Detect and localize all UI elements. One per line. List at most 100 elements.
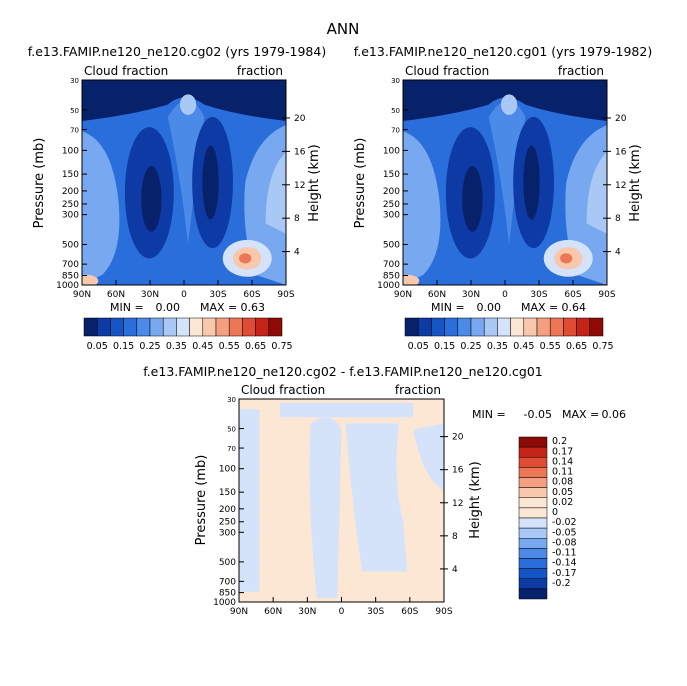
colorbar-swatch <box>96 317 111 337</box>
panel-1-max-value: 0.63 <box>241 301 266 314</box>
nh-low-cloud <box>82 274 99 285</box>
panel-3-left-header: Cloud fraction <box>241 383 325 397</box>
panel-2-ylabel: Pressure (mb) <box>353 138 368 229</box>
colorbar-label: -0.17 <box>552 568 577 579</box>
panel-3-max-label: MAX = <box>562 408 599 421</box>
colorbar-label: 0.15 <box>113 341 134 352</box>
panel-1-left-header: Cloud fraction <box>84 64 168 78</box>
colorbar-label: 0 <box>552 507 558 518</box>
panel-1-min-label: MIN = <box>110 301 144 314</box>
colorbar-label: 0.05 <box>408 341 429 352</box>
colorbar-swatch <box>497 317 511 337</box>
colorbar-label: 0.11 <box>552 467 573 478</box>
pressure-tick-label: 500 <box>383 240 400 250</box>
colorbar-swatch <box>457 317 472 337</box>
pressure-tick-label: 100 <box>219 465 236 475</box>
colorbar-swatch <box>228 317 243 337</box>
colorbar-swatch <box>176 317 190 337</box>
height-tick-label: 12 <box>452 499 463 509</box>
colorbar-swatch <box>536 317 551 337</box>
colorbar-label: -0.08 <box>552 537 577 548</box>
latitude-tick-label: 30N <box>298 607 316 617</box>
pressure-tick-label: 850 <box>62 271 79 281</box>
panel-3-y2label: Height (km) <box>468 461 483 538</box>
negative-region <box>239 409 260 592</box>
colorbar-label: 0.65 <box>566 341 587 352</box>
height-tick-label: 20 <box>615 114 627 124</box>
pressure-tick-label: 150 <box>62 170 79 180</box>
colorbar-swatch <box>483 317 498 337</box>
latitude-tick-label: 0 <box>181 290 187 300</box>
panel-3-max-value: 0.06 <box>602 408 627 421</box>
panel-1-latitude-axis: 90N 60N 30N 0 30S 60S 90S <box>73 280 295 300</box>
latitude-tick-label: 60S <box>564 290 581 300</box>
height-tick-label: 8 <box>615 214 621 224</box>
panel-2-right-header: fraction <box>558 64 604 78</box>
panel-3-latitude-axis: 90N 60N 30N 0 30S 60S 90S <box>230 597 453 617</box>
colorbar-swatch <box>417 317 432 337</box>
pressure-tick-label: 850 <box>219 589 236 599</box>
pressure-tick-label: 300 <box>219 528 236 538</box>
colorbar-swatch <box>444 317 459 337</box>
height-tick-label: 4 <box>452 565 458 575</box>
colorbar-swatch <box>518 507 548 519</box>
panel-2-height-axis: 20 16 12 8 4 <box>603 114 627 258</box>
colorbar-swatch <box>518 497 548 509</box>
pressure-tick-label: 1000 <box>377 281 400 291</box>
nh-subtropical-minimum <box>141 166 162 232</box>
panel-2-min-label: MIN = <box>431 301 465 314</box>
latitude-tick-label: 90S <box>277 290 294 300</box>
colorbar-label: 0.35 <box>487 341 508 352</box>
page-title: ANN <box>327 20 360 38</box>
sh-low-cloud-max <box>560 253 573 264</box>
colorbar-label: -0.05 <box>552 527 577 538</box>
colorbar-swatch <box>518 527 548 539</box>
colorbar-swatch <box>518 436 548 448</box>
pressure-tick-label: 70 <box>227 445 236 453</box>
pressure-tick-label: 500 <box>62 240 79 250</box>
latitude-tick-label: 90N <box>230 607 248 617</box>
panel-2: f.e13.FAMIP.ne120_ne120.cg01 (yrs 1979-1… <box>353 44 652 352</box>
panel-2-title: f.e13.FAMIP.ne120_ne120.cg01 (yrs 1979-1… <box>354 44 652 59</box>
pressure-tick-label: 150 <box>219 488 236 498</box>
height-tick-label: 16 <box>294 147 306 157</box>
latitude-tick-label: 60S <box>243 290 260 300</box>
colorbar-label: 0.14 <box>552 456 573 467</box>
latitude-tick-label: 90N <box>394 290 412 300</box>
latitude-tick-label: 30S <box>530 290 547 300</box>
nh-subtropical-minimum <box>462 166 483 232</box>
panel-2-latitude-axis: 90N 60N 30N 0 30S 60S 90S <box>394 280 616 300</box>
latitude-tick-label: 90N <box>73 290 91 300</box>
panel-3-min-value: -0.05 <box>524 408 552 421</box>
colorbar-swatch <box>518 588 548 600</box>
colorbar-label: 0.75 <box>592 341 613 352</box>
height-tick-label: 12 <box>615 181 626 191</box>
latitude-tick-label: 0 <box>339 607 345 617</box>
panel-2-colorbar: 0.05 0.15 0.25 0.35 0.45 0.55 0.65 0.75 <box>404 317 614 352</box>
sh-high-cloud-band <box>265 151 286 234</box>
colorbar-swatch <box>431 317 445 337</box>
pressure-tick-label: 850 <box>383 271 400 281</box>
panel-3: f.e13.FAMIP.ne120_ne120.cg02 - f.e13.FAM… <box>143 364 626 617</box>
panel-1-ylabel: Pressure (mb) <box>32 138 47 229</box>
colorbar-swatch <box>518 548 548 559</box>
nh-midlatitude-cloud-band <box>82 131 120 285</box>
panel-1-max-label: MAX = <box>200 301 237 314</box>
colorbar-label: 0.75 <box>271 341 292 352</box>
colorbar-label: 0.25 <box>460 341 481 352</box>
pressure-tick-label: 1000 <box>56 281 79 291</box>
colorbar-swatch <box>518 578 548 590</box>
panel-3-height-axis: 20 16 12 8 4 <box>440 433 464 575</box>
pressure-tick-label: 250 <box>383 200 400 210</box>
colorbar-swatch <box>510 317 525 337</box>
colorbar-swatch <box>518 517 548 529</box>
colorbar-swatch <box>202 317 217 337</box>
pressure-tick-label: 700 <box>383 260 400 270</box>
pressure-tick-label: 30 <box>227 396 236 404</box>
colorbar-label: 0.45 <box>192 341 213 352</box>
pressure-tick-label: 1000 <box>213 598 236 608</box>
sh-high-cloud-band <box>586 151 607 234</box>
latitude-tick-label: 90S <box>435 607 452 617</box>
